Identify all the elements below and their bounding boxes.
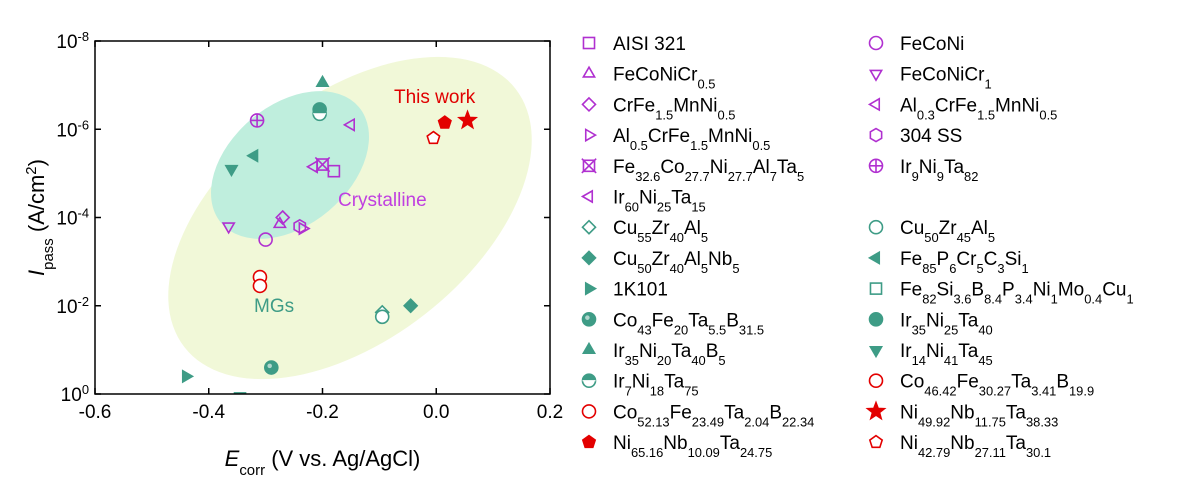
- legend-marker: [868, 345, 884, 359]
- data-point-s3-0: [221, 222, 236, 235]
- legend-label: FeCoNiCr1: [900, 65, 992, 92]
- legend-marker: [868, 35, 884, 51]
- crystalline-region-label: Crystalline: [338, 190, 427, 211]
- data-point-s10-0: [305, 159, 319, 174]
- legend-marker: [868, 434, 884, 449]
- data-point-s13-0: [403, 298, 419, 314]
- legend-marker: [868, 219, 884, 235]
- legend-label: Cu50Zr45Al5: [900, 218, 995, 245]
- legend-label: Ni49.92Nb11.75Ta38.33: [900, 402, 1058, 429]
- legend-label: Cu50Zr40Al5Nb5: [613, 249, 740, 276]
- y-tick-label: 10-2: [56, 293, 89, 318]
- this-work-annotation: This work: [394, 87, 476, 108]
- legend-marker: [868, 373, 884, 389]
- legend-label: Co52.13Fe23.49Ta2.04B22.34: [613, 402, 814, 429]
- data-point-s4-0: [275, 209, 291, 226]
- legend-marker: [867, 97, 881, 112]
- data-point-s6-0: [298, 221, 311, 236]
- legend-label: 1K101: [613, 280, 668, 301]
- x-tick-label: -0.6: [79, 402, 112, 423]
- legend-marker: [581, 373, 597, 389]
- legend-label: Co43Fe20Ta5.5B31.5: [613, 310, 764, 337]
- y-tick-label: 10-6: [56, 117, 89, 142]
- legend-label: AISI 321: [613, 34, 686, 55]
- data-point-s9-0: [249, 113, 265, 128]
- legend-label: Ir7Ni18Ta75: [613, 372, 699, 399]
- legend-label: CrFe1.5MnNi0.5: [613, 95, 735, 122]
- legend-marker: [868, 158, 884, 174]
- data-point-s2-0: [272, 216, 287, 229]
- legend-marker: [868, 69, 884, 82]
- legend-label: FeCoNi: [900, 34, 964, 55]
- data-point-s24-0: [457, 109, 479, 130]
- x-tick-label: -0.4: [192, 402, 225, 423]
- data-point-s19-0: [315, 74, 330, 87]
- data-point-s15-0: [181, 369, 195, 384]
- legend-marker: [584, 281, 598, 296]
- legend-marker: [584, 128, 598, 143]
- legend-marker: [581, 219, 597, 235]
- legend-marker: [869, 282, 883, 295]
- legend-marker: [581, 404, 597, 419]
- legend-label: 304 SS: [900, 126, 962, 147]
- legend-marker: [867, 250, 881, 265]
- x-tick-label: 0.2: [537, 402, 563, 423]
- legend-marker: [581, 341, 597, 355]
- data-point-s1-0: [258, 232, 273, 247]
- legend-marker: [581, 158, 597, 174]
- legend-label: Co46.42Fe30.27Ta3.41B19.9: [900, 372, 1094, 399]
- y-tick-label: 100: [61, 382, 89, 407]
- data-point-s20-0: [224, 164, 239, 178]
- data-point-s12-0: [374, 309, 390, 325]
- data-point-s5-0: [342, 117, 355, 132]
- legend-marker: [581, 96, 597, 113]
- data-point-s21-0: [312, 106, 327, 122]
- data-point-s7-0: [293, 218, 307, 234]
- mgs-region: [168, 56, 532, 380]
- legend-marker: [581, 65, 597, 78]
- y-axis-label: Ipass (A/cm2): [23, 159, 57, 276]
- data-point-s23-0: [252, 278, 268, 294]
- legend-label: Fe32.6Co27.7Ni27.7Al7Ta5: [613, 157, 804, 184]
- legend-label: Fe85P6Cr5C3Si1: [900, 249, 1029, 276]
- data-point-s17-0: [264, 360, 279, 375]
- legend-marker: [868, 311, 884, 327]
- legend-marker: [869, 127, 883, 143]
- legend-label: Ir35Ni25Ta40: [900, 310, 993, 337]
- x-tick-label: 0.0: [423, 402, 449, 423]
- legend-marker: [581, 434, 597, 449]
- legend-marker: [865, 400, 887, 421]
- legend-label: Ir35Ni20Ta40B5: [613, 341, 726, 368]
- data-point-s26-0: [426, 130, 441, 145]
- x-axis-label: Ecorr (V vs. Ag/AgCl): [225, 446, 421, 479]
- mgs-region-label: MGs: [254, 296, 294, 317]
- legend-marker: [581, 311, 597, 327]
- crystalline-region: [211, 91, 369, 239]
- legend-label: Ni65.16Nb10.09Ta24.75: [613, 433, 772, 460]
- legend-marker: [581, 250, 597, 266]
- legend-label: Al0.5CrFe1.5MnNi0.5: [613, 126, 770, 153]
- legend-label: Ir14Ni41Ta45: [900, 341, 993, 368]
- legend-marker: [580, 189, 594, 204]
- legend-label: Fe82Si3.6B8.4P3.4Ni1Mo0.4Cu1: [900, 280, 1134, 307]
- legend-label: Ir60Ni25Ta15: [613, 188, 706, 215]
- legend-label: FeCoNiCr0.5: [613, 65, 715, 92]
- legend-label: Al0.3CrFe1.5MnNi0.5: [900, 95, 1057, 122]
- y-tick-label: 10-8: [56, 29, 89, 54]
- legend-label: Ir9Ni9Ta82: [900, 157, 978, 184]
- legend-marker: [582, 36, 596, 50]
- legend-label: Ni42.79Nb27.11Ta30.1: [900, 433, 1051, 460]
- x-tick-label: -0.2: [306, 402, 339, 423]
- y-tick-label: 10-4: [56, 205, 89, 230]
- data-point-s14-0: [246, 148, 259, 163]
- data-point-s25-0: [437, 115, 452, 129]
- legend-label: Cu55Zr40Al5: [613, 218, 708, 245]
